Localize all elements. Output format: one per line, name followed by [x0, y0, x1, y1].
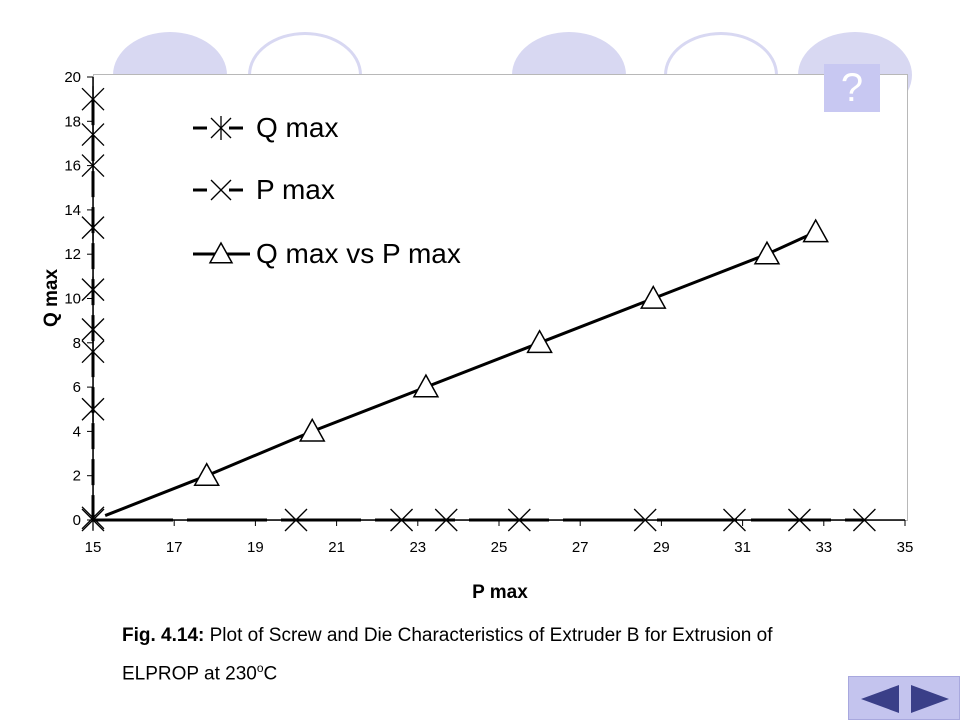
p-max-point-stroke: [852, 508, 876, 532]
legend: Q max P max Q max vs P max: [193, 112, 461, 269]
x-tick-label: 25: [491, 539, 508, 556]
x-tick-label: 31: [734, 539, 751, 556]
previous-slide-button[interactable]: [857, 683, 903, 715]
p-max-point: [81, 508, 105, 532]
y-tick-label: 4: [73, 423, 81, 440]
p-max-point-stroke: [434, 508, 458, 532]
p-max-point-stroke: [284, 508, 308, 532]
y-tick-label: 18: [64, 113, 81, 130]
q-vs-p-point: [526, 329, 553, 354]
p-max-point: [390, 508, 414, 532]
p-max-point: [852, 508, 876, 532]
q-max-point: [81, 504, 105, 531]
figure-label: Fig. 4.14:: [122, 625, 205, 646]
p-max-point: [633, 508, 657, 532]
p-max-point-stroke: [633, 508, 657, 532]
p-max-point-stroke: [787, 508, 811, 532]
help-button[interactable]: ?: [824, 64, 880, 112]
q-vs-p-point: [193, 462, 220, 487]
y-tick-label: 0: [73, 512, 81, 529]
q-max-point: [81, 152, 105, 179]
q-vs-p-point: [753, 240, 781, 265]
p-max-point-stroke: [507, 508, 531, 532]
x-tick-label: 35: [897, 539, 914, 556]
x-tick-label: 29: [653, 539, 670, 556]
degree-superscript: o: [256, 661, 264, 675]
y-tick-label: 12: [64, 246, 81, 263]
q-vs-p-series-line: [104, 230, 817, 517]
p-max-point: [507, 508, 531, 532]
plot-area-background: [93, 74, 908, 521]
legend-marker-asterisk: [210, 116, 232, 140]
q-max-point: [81, 396, 105, 423]
q-max-point: [81, 214, 105, 241]
legend-label-q-vs-p: Q max vs P max: [256, 238, 461, 269]
q-max-point: [81, 316, 105, 343]
legend-marker-x-stroke: [210, 179, 232, 201]
x-tick-label: 33: [815, 539, 832, 556]
y-tick-label: 14: [64, 202, 81, 219]
p-max-point-stroke: [81, 508, 105, 532]
x-tick-label: 19: [247, 539, 264, 556]
p-max-point: [434, 508, 458, 532]
legend-marker-x: [210, 179, 232, 201]
right-arrow-icon: [911, 685, 949, 713]
p-max-point: [787, 508, 811, 532]
x-tick-label: 23: [409, 539, 426, 556]
p-max-point-stroke: [390, 508, 414, 532]
legend-label-p-max: P max: [256, 174, 335, 205]
x-tick-label: 15: [85, 539, 102, 556]
q-vs-p-point: [802, 218, 829, 243]
caption-line-2-suffix: C: [263, 663, 278, 685]
series-layer: [81, 86, 876, 532]
legend-marker-triangle: [208, 241, 234, 264]
y-tick-label: 8: [73, 335, 81, 352]
x-tick-label: 21: [328, 539, 345, 556]
next-slide-button[interactable]: [907, 683, 953, 715]
figure-caption: Fig. 4.14: Plot of Screw and Die Charact…: [122, 619, 842, 690]
q-vs-p-point: [298, 417, 326, 442]
p-max-point: [284, 508, 308, 532]
x-tick-label: 27: [572, 539, 589, 556]
p-max-point: [723, 508, 746, 532]
y-tick-label: 20: [64, 69, 81, 86]
y-tick-label: 16: [64, 158, 81, 175]
q-max-point: [81, 86, 105, 113]
q-vs-p-point: [412, 373, 440, 398]
y-tick-label: 2: [73, 468, 81, 485]
q-vs-p-point: [640, 284, 667, 309]
p-max-point-stroke: [723, 508, 746, 532]
q-max-point: [81, 121, 105, 148]
legend-label-q-max: Q max: [256, 112, 338, 143]
left-arrow-icon: [861, 685, 899, 713]
navigation-buttons: [848, 676, 960, 720]
caption-line-1: Plot of Screw and Die Characteristics of…: [204, 625, 773, 646]
y-axis-label: Q max: [41, 269, 62, 328]
caption-line-2-prefix: ELPROP at 230: [122, 663, 257, 685]
y-tick-label: 6: [73, 379, 81, 396]
q-max-point: [81, 338, 105, 365]
q-max-point: [81, 276, 105, 303]
x-axis-label: P max: [472, 582, 528, 603]
y-tick-label: 10: [64, 291, 81, 308]
x-tick-label: 17: [166, 539, 183, 556]
